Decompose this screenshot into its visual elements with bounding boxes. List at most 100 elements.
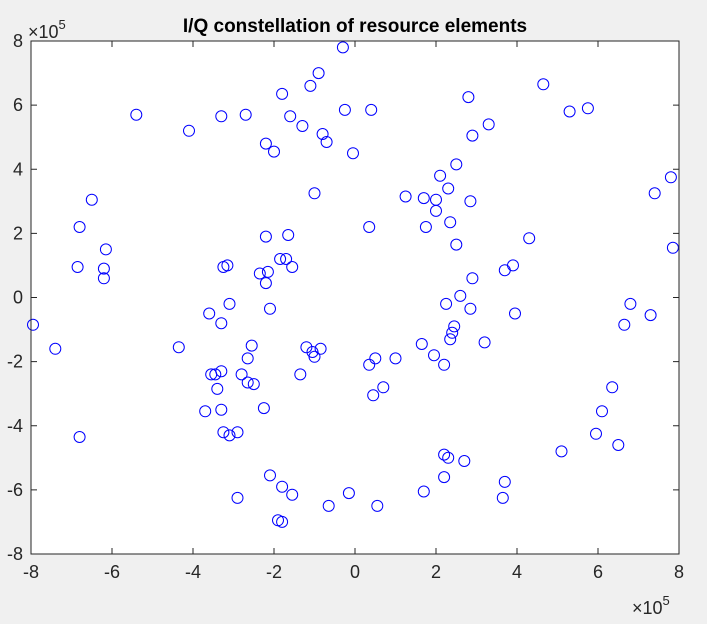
data-point [555,445,568,458]
data-point [253,267,266,280]
data-point [496,491,509,504]
data-point [312,67,325,80]
data-point [371,499,384,512]
x-exponent-label: ×105 [632,593,670,618]
data-point [223,297,236,310]
chart-title: I/Q constellation of resource elements [183,16,527,37]
data-point [314,342,327,355]
data-point [231,491,244,504]
data-point [442,182,455,195]
data-point [215,110,228,123]
data-point [458,455,471,467]
data-point [377,381,390,394]
y-tick-label: -8 [7,544,23,564]
data-point [389,352,402,365]
data-point [300,341,313,354]
data-point [259,230,272,243]
x-exponent-power: 5 [663,593,670,608]
data-point [211,382,224,395]
data-point [49,342,62,355]
data-point [239,108,252,121]
data-point [259,137,272,150]
data-point [438,358,451,371]
data-point [365,103,378,116]
data-point [245,339,258,352]
data-point [666,241,679,254]
data-point [482,118,495,131]
data-point [596,405,608,418]
data-point [85,193,98,206]
y-exponent-power: 5 [59,17,66,32]
data-point [367,389,380,402]
data-point [274,253,287,265]
data-point [99,243,112,256]
data-point [215,365,228,378]
data-point [280,253,293,265]
y-tick-label: -2 [7,352,23,372]
data-point [606,381,619,394]
x-tick-label: 4 [512,562,522,582]
data-point [464,302,477,315]
data-point [261,265,274,278]
data-point [199,405,212,418]
data-point [624,297,637,310]
data-point [399,190,412,203]
data-point [478,336,491,349]
data-point [259,277,272,290]
data-point [417,192,430,205]
data-point [446,326,459,339]
data-point [294,368,307,381]
data-point [450,238,463,251]
data-point [257,402,270,415]
data-point [223,429,236,442]
y-tick-label: -4 [7,416,23,436]
x-tick-label: -8 [23,562,39,582]
data-point [581,102,594,115]
data-point [27,318,39,331]
data-point [434,169,447,182]
data-point [430,204,442,217]
x-tick-label: 6 [593,562,603,582]
data-point [286,261,299,273]
data-point [454,289,467,302]
x-exponent-base: ×10 [632,598,663,618]
data-point [466,272,479,285]
data-point [342,487,355,500]
data-point [73,221,86,233]
x-tick-label: 2 [431,562,441,582]
data-point [276,515,289,528]
data-point [644,309,657,322]
data-point [97,262,110,275]
data-point [440,297,453,310]
data-point [183,124,195,137]
data-point [369,352,382,365]
data-point [308,187,321,200]
scatter-points [27,41,679,528]
data-point [664,171,677,184]
data-point [286,488,299,501]
data-point [419,221,432,233]
data-point [282,229,295,241]
plot-area[interactable] [31,41,679,554]
data-point [203,307,216,320]
data-point [438,471,451,484]
data-point [523,232,536,245]
data-point [304,79,317,92]
data-point [417,485,430,498]
data-point [264,469,276,482]
data-point [336,41,349,54]
data-point [347,147,359,160]
data-point [612,439,625,451]
x-tick-label: 8 [674,562,684,582]
data-point [448,320,461,333]
y-tick-label: 4 [13,159,23,179]
data-point [268,145,280,158]
data-point [221,259,234,272]
x-tick-label: -6 [104,562,120,582]
data-point [215,403,228,416]
axis-ticks: -8 -6 -4 -2 0 2 4 6 8 8 6 4 2 0 -2 -4 -6 -8 [7,31,684,582]
data-point [296,120,309,132]
data-point [316,128,329,140]
y-tick-label: -6 [7,480,23,500]
data-point [73,431,86,443]
